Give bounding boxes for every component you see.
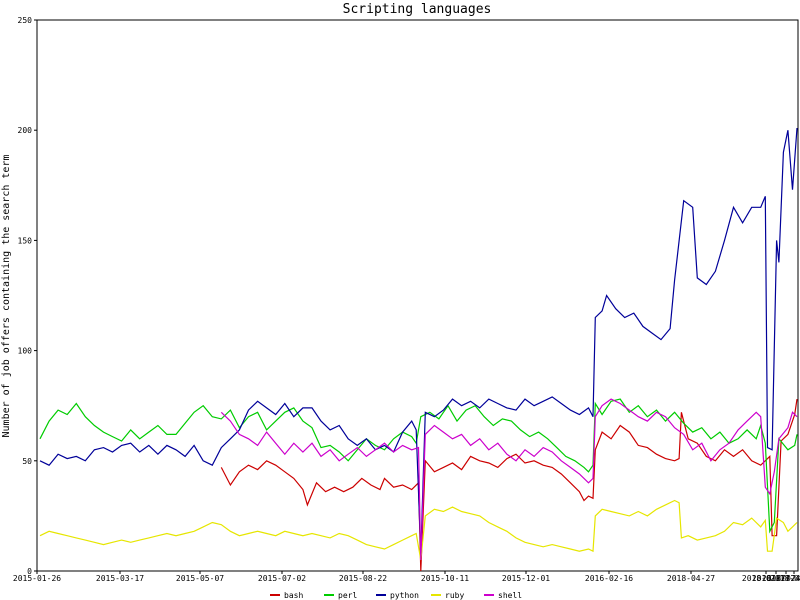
y-tick-label: 50 xyxy=(22,457,32,466)
y-tick-label: 0 xyxy=(27,567,32,576)
legend-label-shell: shell xyxy=(498,591,522,600)
x-tick-label: 2015-05-07 xyxy=(176,574,224,583)
x-tick-label: 2018-07-24 xyxy=(752,574,800,583)
series-line-ruby xyxy=(39,499,798,561)
legend-label-python: python xyxy=(390,591,419,600)
plot-frame xyxy=(36,19,799,572)
x-tick-label: 2015-07-02 xyxy=(258,574,306,583)
x-tick-label: 2018-07-31 xyxy=(762,574,800,583)
x-tick-label: 2018-07-17 xyxy=(742,574,790,583)
x-axis: 2015-01-26 2015-03-17 2015-05-07 2015-07-02… xyxy=(13,571,800,583)
series-line-perl xyxy=(39,398,798,534)
series-line-python xyxy=(39,127,798,554)
y-tick-label: 150 xyxy=(18,236,33,245)
y-axis-label: Number of job offers containing the sear… xyxy=(1,155,12,438)
series-line-bash xyxy=(220,399,798,572)
legend-label-bash: bash xyxy=(284,591,303,600)
series-line-shell xyxy=(220,398,798,561)
legend: bash perl python ruby shell xyxy=(270,591,522,600)
legend-label-ruby: ruby xyxy=(445,591,464,600)
y-tick-label: 200 xyxy=(18,126,33,135)
chart-title: Scripting languages xyxy=(343,2,492,17)
x-tick-label: 2018-08-07 xyxy=(770,574,800,583)
y-tick-label: 100 xyxy=(18,347,33,356)
x-tick-label: 2016-02-16 xyxy=(585,574,633,583)
x-tick-label: 2015-01-26 xyxy=(13,574,61,583)
legend-label-perl: perl xyxy=(338,591,357,600)
x-tick-label: 2018-04-27 xyxy=(667,574,715,583)
x-tick-label: 2015-12-01 xyxy=(502,574,550,583)
y-axis: 0 50 100 150 200 250 xyxy=(18,16,37,576)
x-tick-label: 2015-08-22 xyxy=(339,574,387,583)
x-tick-label: 2015-03-17 xyxy=(96,574,144,583)
series-layer xyxy=(39,127,798,572)
x-tick-label: 2015-10-11 xyxy=(421,574,469,583)
y-tick-label: 250 xyxy=(18,16,33,25)
